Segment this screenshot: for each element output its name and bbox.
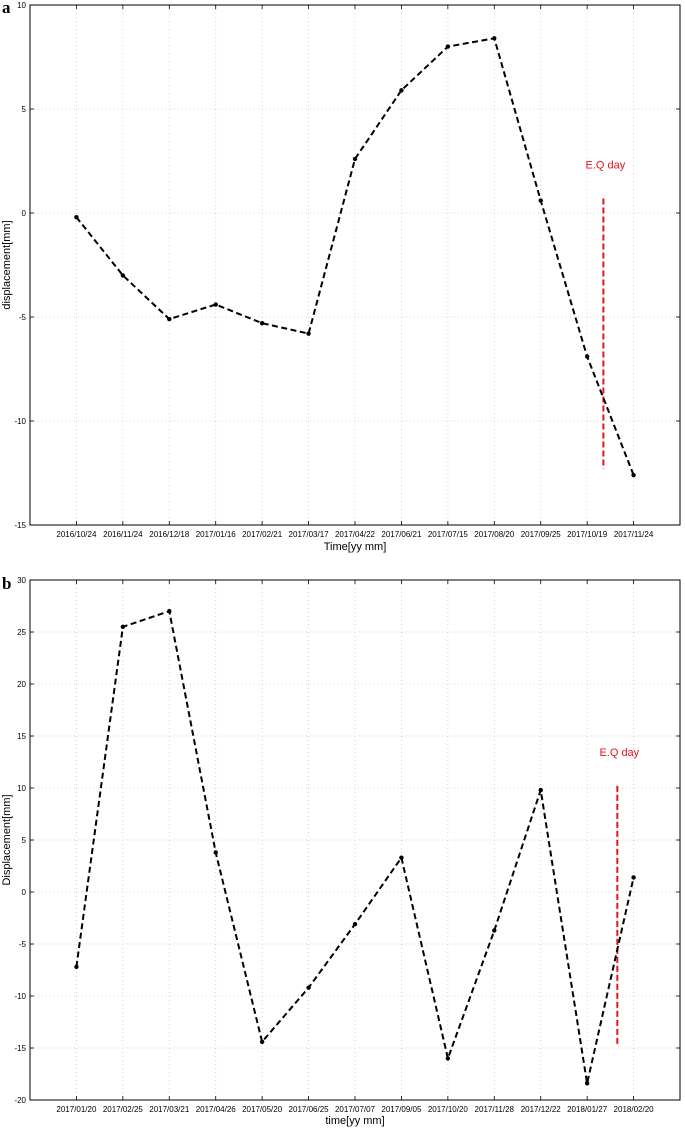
data-point bbox=[538, 787, 543, 793]
data-point bbox=[584, 354, 590, 359]
x-tick-label: 2017/06/21 bbox=[381, 530, 422, 539]
x-tick-label: 2017/07/15 bbox=[428, 530, 469, 539]
x-tick-label: 2017/03/21 bbox=[149, 1105, 190, 1114]
y-tick-label: -10 bbox=[14, 417, 26, 426]
x-tick-label: 2017/05/20 bbox=[242, 1105, 283, 1114]
x-tick-label: 2018/01/27 bbox=[567, 1105, 608, 1114]
x-tick-label: 2017/11/24 bbox=[614, 530, 654, 539]
data-point bbox=[352, 156, 358, 162]
x-tick-label: 2017/03/17 bbox=[289, 530, 330, 539]
y-tick-label: 5 bbox=[22, 105, 27, 114]
y-tick-label: -20 bbox=[14, 1096, 26, 1105]
panel-label: b bbox=[2, 574, 11, 593]
y-tick-label: 20 bbox=[17, 680, 26, 689]
data-point bbox=[445, 1056, 451, 1061]
data-point bbox=[584, 1081, 590, 1086]
x-tick-label: 2016/12/18 bbox=[149, 530, 190, 539]
chart-panel-a: -15 -10 -5 0 5 10 2016/10/24 2016/11/24 2016/12/… bbox=[1, 0, 681, 553]
data-point bbox=[631, 875, 636, 880]
data-point bbox=[492, 928, 497, 933]
y-axis-title: Displacement[mm] bbox=[1, 794, 13, 885]
x-tick-label: 2017/08/20 bbox=[474, 530, 515, 539]
y-tick-label: 30 bbox=[17, 576, 26, 585]
y-tick-label: 15 bbox=[17, 732, 26, 741]
data-point bbox=[120, 273, 126, 278]
x-tick-label: 2017/11/28 bbox=[475, 1105, 515, 1114]
x-tick-label: 2017/10/19 bbox=[567, 530, 608, 539]
y-tick-label: -5 bbox=[19, 940, 27, 949]
x-tick-label: 2017/01/20 bbox=[56, 1105, 97, 1114]
eq-day-label: E.Q day bbox=[599, 747, 639, 759]
x-axis-title: time[yy mm] bbox=[325, 1115, 384, 1127]
eq-day-label: E.Q day bbox=[586, 159, 626, 171]
data-point bbox=[631, 472, 636, 478]
x-tick-label: 2016/11/24 bbox=[103, 530, 143, 539]
data-point bbox=[167, 316, 172, 322]
data-point bbox=[213, 850, 218, 855]
data-point bbox=[445, 44, 451, 49]
data-point bbox=[492, 36, 497, 41]
y-tick-label: 0 bbox=[22, 209, 27, 218]
y-tick-label: -15 bbox=[14, 1044, 26, 1053]
panel-label: a bbox=[2, 0, 11, 17]
y-tick-label: 10 bbox=[17, 784, 26, 793]
data-point bbox=[538, 198, 543, 203]
data-point bbox=[399, 855, 404, 860]
x-tick-label: 2016/10/24 bbox=[56, 530, 97, 539]
x-tick-label: 2017/09/05 bbox=[381, 1105, 422, 1114]
y-tick-label: 25 bbox=[17, 628, 26, 637]
y-tick-label: -5 bbox=[19, 313, 27, 322]
y-tick-label: 5 bbox=[22, 836, 27, 845]
x-tick-label: 2017/09/25 bbox=[521, 530, 562, 539]
data-point bbox=[399, 88, 404, 93]
x-tick-label: 2017/02/25 bbox=[103, 1105, 144, 1114]
data-point bbox=[74, 214, 79, 220]
x-tick-label: 2017/01/16 bbox=[196, 530, 237, 539]
data-point bbox=[306, 331, 311, 336]
data-point bbox=[259, 1039, 265, 1044]
x-tick-label: 2017/02/21 bbox=[242, 530, 283, 539]
x-tick-label: 2017/04/22 bbox=[335, 530, 376, 539]
data-point bbox=[120, 624, 126, 629]
data-point bbox=[352, 922, 358, 927]
y-tick-label: 0 bbox=[22, 888, 27, 897]
x-tick-label: 2018/02/20 bbox=[614, 1105, 655, 1114]
y-tick-label: 10 bbox=[17, 1, 26, 10]
y-tick-label: -15 bbox=[14, 521, 26, 530]
data-point bbox=[74, 964, 79, 970]
x-tick-label: 2017/06/25 bbox=[289, 1105, 330, 1114]
data-point bbox=[213, 302, 218, 307]
x-axis-title: Time[yy mm] bbox=[324, 541, 387, 553]
chart-panel-b: -20 -15 -10 -5 0 5 10 15 20 25 30 2017/01/20 2017/02… bbox=[1, 574, 681, 1127]
y-axis-title: displacement[mm] bbox=[1, 220, 13, 309]
data-point bbox=[306, 985, 311, 990]
x-tick-label: 2017/10/20 bbox=[428, 1105, 469, 1114]
x-tick-label: 2017/12/22 bbox=[521, 1105, 562, 1114]
x-tick-label: 2017/04/26 bbox=[196, 1105, 237, 1114]
data-point bbox=[167, 609, 172, 614]
data-point bbox=[259, 321, 265, 326]
x-tick-label: 2017/07/07 bbox=[335, 1105, 376, 1114]
y-tick-label: -10 bbox=[14, 992, 26, 1001]
